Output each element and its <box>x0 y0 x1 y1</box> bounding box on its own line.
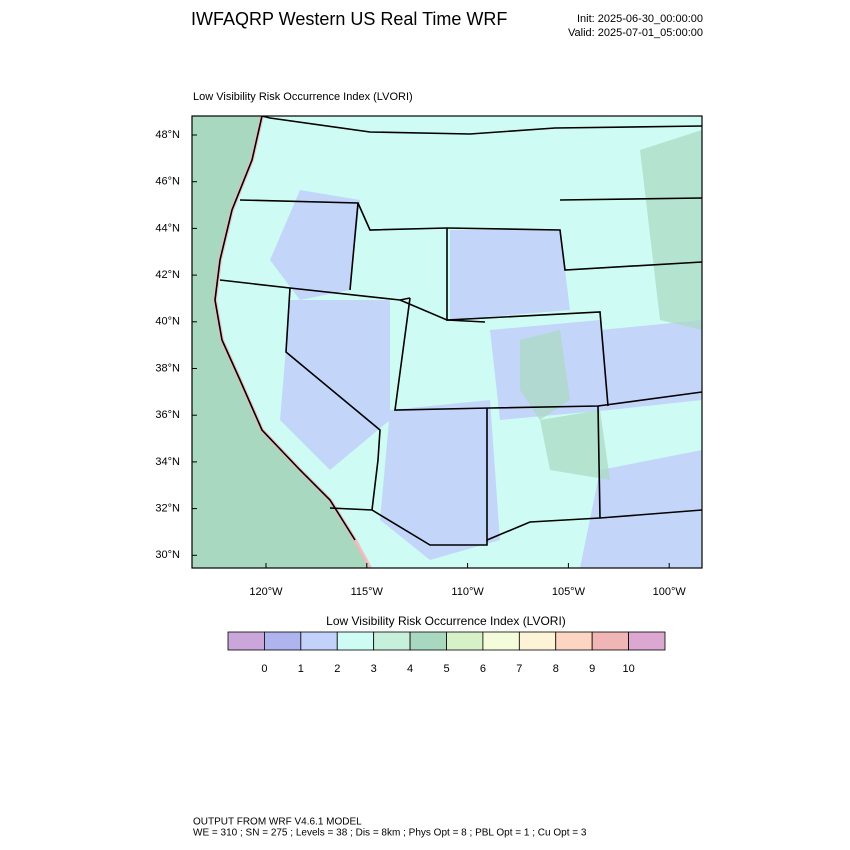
colorbar-label: 0 <box>261 663 267 675</box>
lat-label: 42°N <box>155 269 180 281</box>
colorbar-label: 6 <box>480 663 486 675</box>
colorbar-box <box>409 631 447 651</box>
map <box>191 115 703 569</box>
state-borders <box>214 116 702 546</box>
colorbar-label: 7 <box>516 663 522 675</box>
colorbar-label: 3 <box>371 663 377 675</box>
lon-label: 100°W <box>653 586 687 598</box>
colorbar-box <box>482 631 520 651</box>
lon-label: 120°W <box>249 586 283 598</box>
low-risk-area <box>270 190 702 568</box>
init-time: Init: 2025-06-30_00:00:00 <box>577 13 703 25</box>
footer-line: OUTPUT FROM WRF V4.6.1 MODEL <box>193 817 362 828</box>
colorbar-box <box>446 631 484 651</box>
colorbar-label: 2 <box>334 663 340 675</box>
lat-label: 44°N <box>155 222 180 234</box>
colorbar-box <box>227 631 265 651</box>
colorbar-label: 4 <box>407 663 413 675</box>
colorbar-label: 1 <box>298 663 304 675</box>
colorbar-title: Low Visibility Risk Occurrence Index (LV… <box>326 614 566 628</box>
lon-label: 115°W <box>351 586 384 598</box>
colorbar-box <box>264 631 302 651</box>
map-title: Low Visibility Risk Occurrence Index (LV… <box>193 91 413 103</box>
colorbar-box <box>300 631 338 651</box>
lat-label: 34°N <box>155 456 180 468</box>
lon-label: 110°W <box>451 586 484 598</box>
lat-label: 38°N <box>155 362 180 374</box>
colorbar: 0 1 2 3 4 5 6 7 8 9 10 <box>227 631 666 675</box>
colorbar-label: 5 <box>443 663 449 675</box>
lat-label: 30°N <box>155 549 180 561</box>
colorbar-label: 8 <box>553 663 559 675</box>
colorbar-box <box>336 631 375 651</box>
map-frame <box>191 115 703 569</box>
colorbar-box <box>628 631 666 651</box>
ocean <box>192 116 370 568</box>
footer-line: WE = 310 ; SN = 275 ; Levels = 38 ; Dis … <box>193 828 587 839</box>
lon-label: 105°W <box>552 586 586 598</box>
lat-label: 36°N <box>155 409 180 421</box>
title: IWFAQRP Western US Real Time WRF <box>191 9 507 29</box>
moderate-risk-area <box>520 130 702 480</box>
lat-label: 48°N <box>155 129 180 141</box>
colorbar-box <box>373 631 411 651</box>
colorbar-box <box>591 631 629 651</box>
lat-label: 32°N <box>155 503 180 515</box>
valid-time: Valid: 2025-07-01_05:00:00 <box>568 27 703 39</box>
lat-label: 40°N <box>155 316 180 328</box>
colorbar-box <box>518 631 557 651</box>
colorbar-label: 9 <box>589 663 595 675</box>
lat-label: 46°N <box>155 176 180 188</box>
colorbar-label: 10 <box>622 663 634 675</box>
colorbar-box <box>555 631 593 651</box>
